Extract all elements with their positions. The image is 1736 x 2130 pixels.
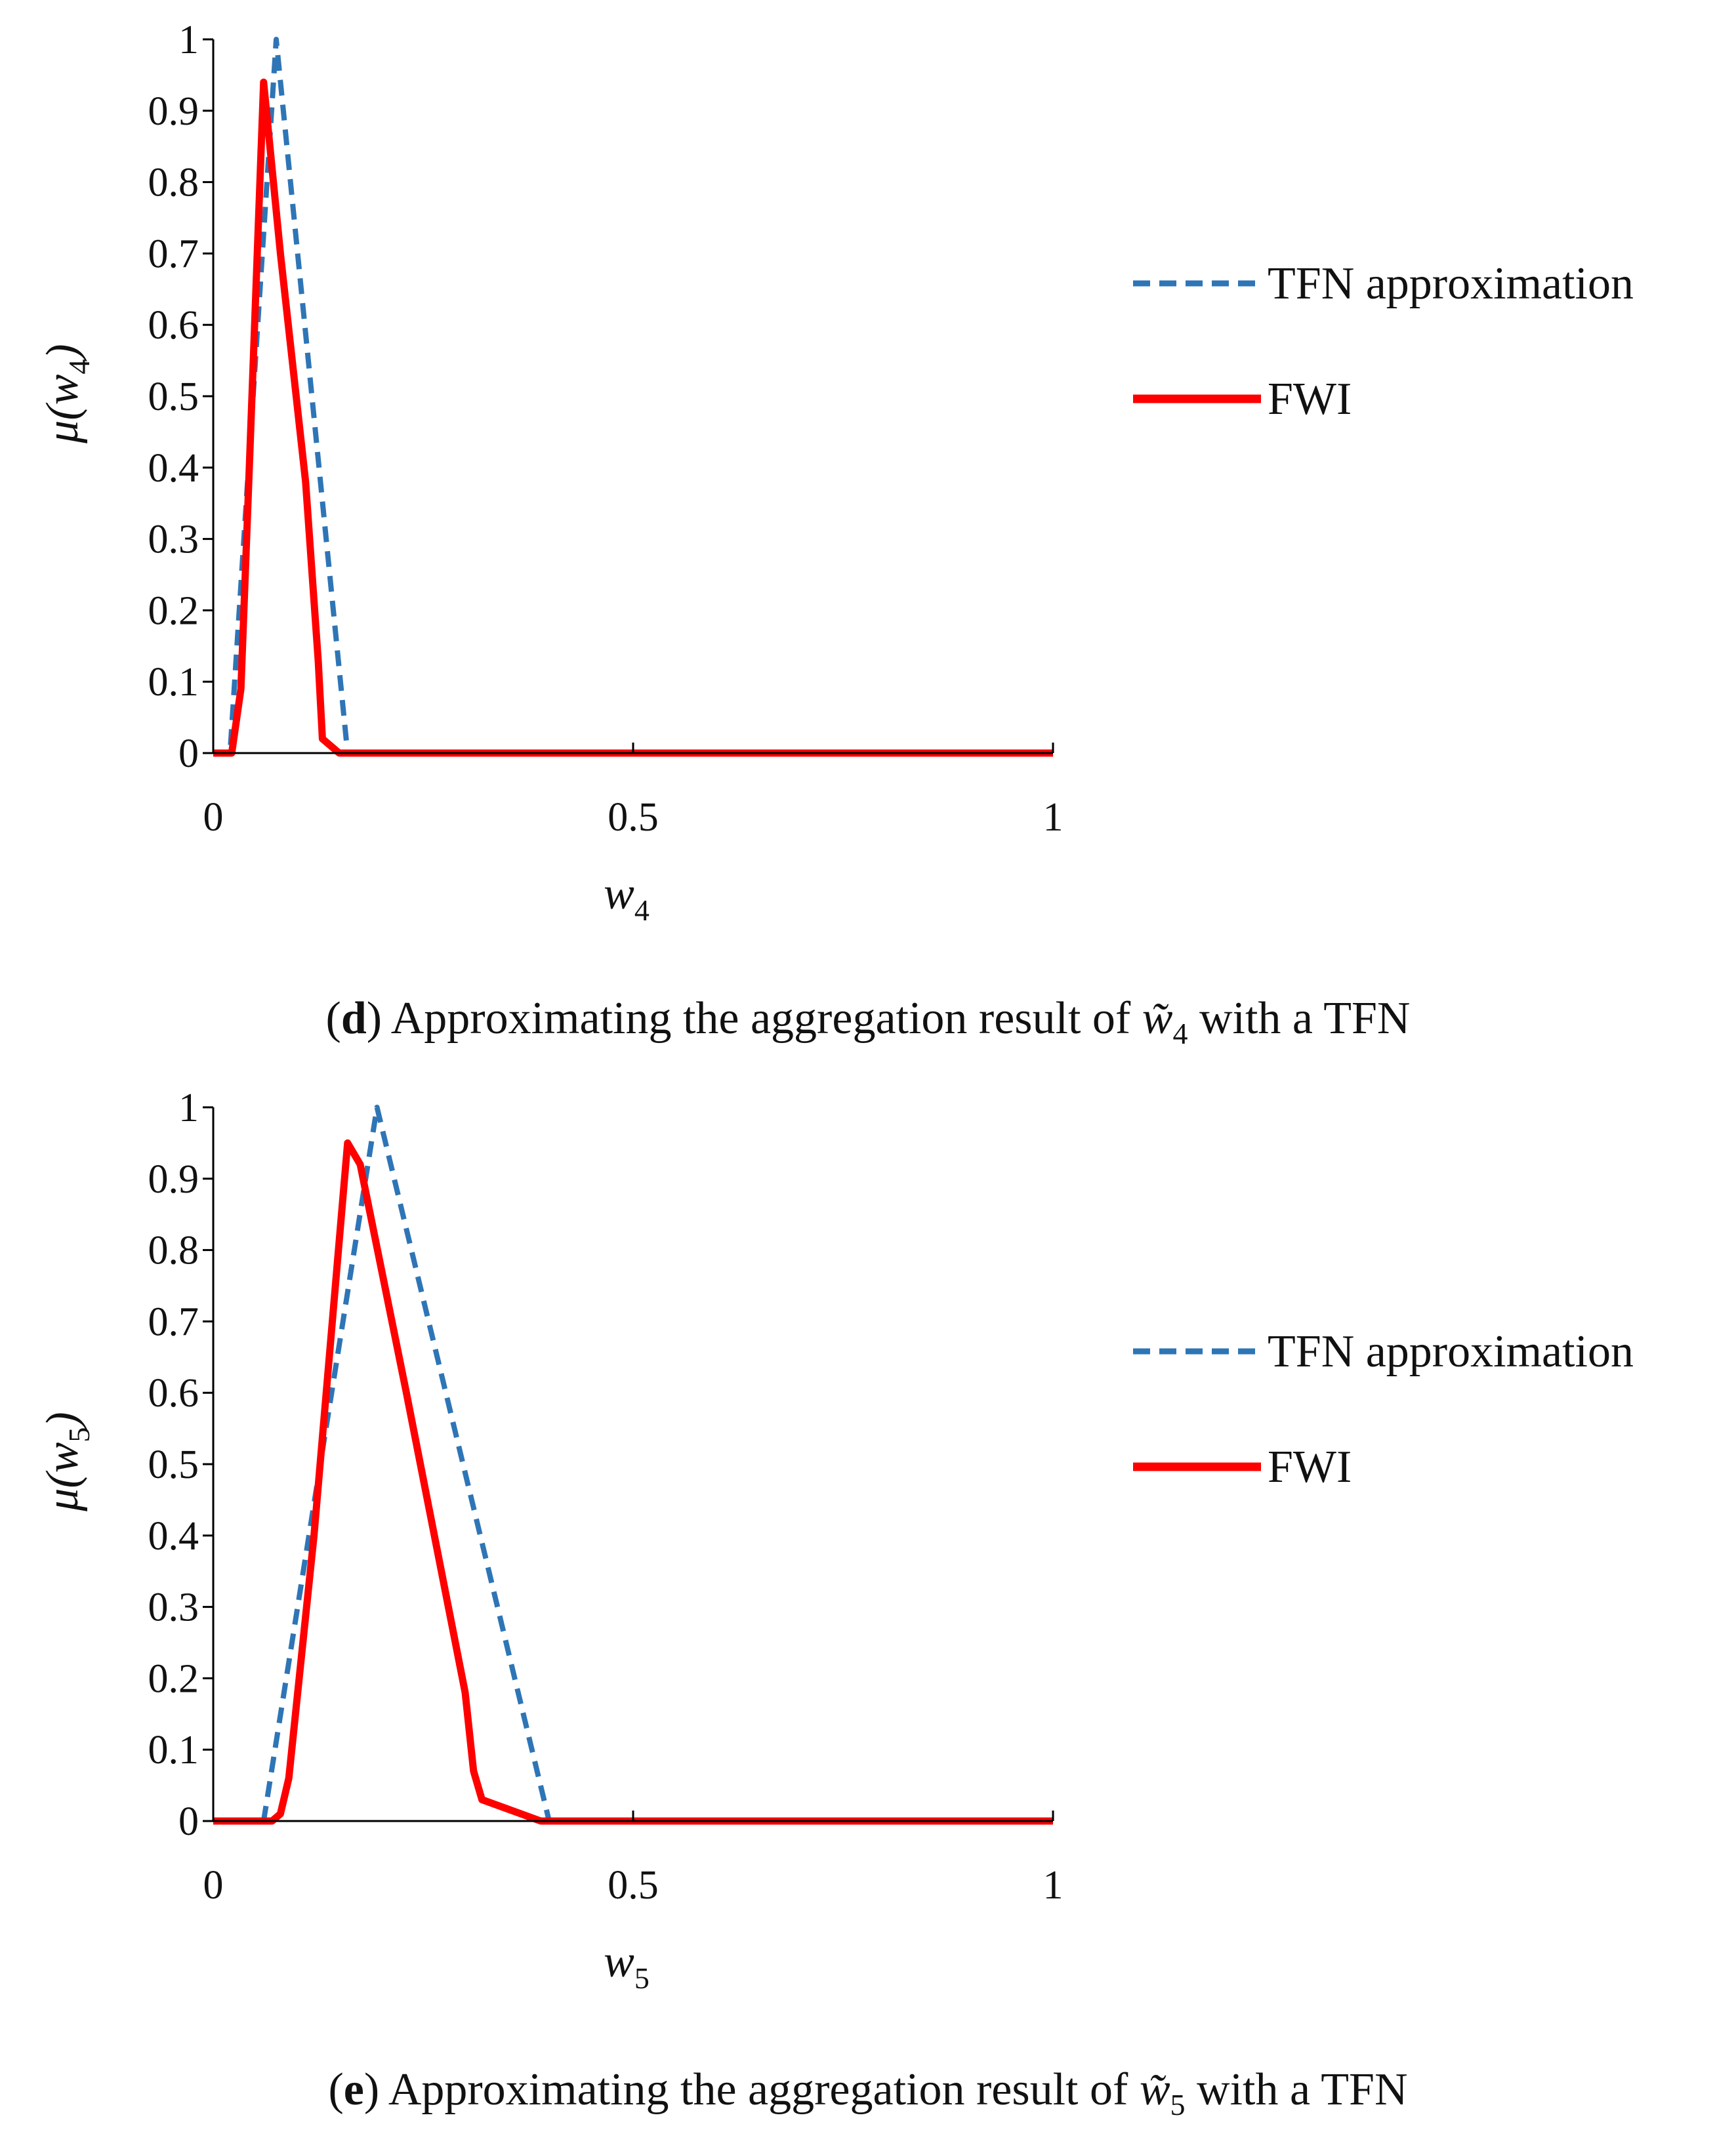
chart-panel-d: 00.10.20.30.40.50.60.70.80.91 0 0.5 1 w4 μ…: [37, 18, 1634, 1050]
legend-e: TFN approximation FWI: [1133, 1326, 1634, 1492]
x-ticks-e: 0 0.5 1: [203, 1811, 1064, 1908]
chart-panel-e: 00.10.20.30.40.50.60.70.80.91 0 0.5 1 w5 μ…: [37, 1086, 1634, 2121]
y-tick-label: 0.8: [148, 1229, 199, 1273]
y-tick-label: 0.2: [148, 1656, 199, 1701]
x-axis-label-e: w5: [604, 1936, 650, 1995]
series-line-tfn-approximation-d: [213, 37, 1053, 756]
plot-area-e: [213, 1105, 1053, 1825]
y-tick-label: 0.5: [148, 375, 199, 419]
y-tick-label: 0.9: [148, 89, 199, 134]
x-ticks-d: 0 0.5 1: [203, 743, 1064, 840]
legend-d: TFN approximation FWI: [1133, 258, 1634, 424]
y-tick-label: 0.4: [148, 446, 199, 491]
y-tick-label: 1: [178, 18, 199, 62]
y-ticks-e: 0 0.1 0.2 0.3 0.4 0.5 0.6 0.7 0.8 0.9 1: [148, 1086, 213, 1844]
y-tick-label: 0.5: [148, 1443, 199, 1487]
legend-label-tfn-d: TFN approximation: [1268, 258, 1634, 309]
legend-label-fwi-d: FWI: [1268, 374, 1352, 424]
y-tick-label: 0.1: [148, 1728, 199, 1772]
plot-area-d: [213, 37, 1053, 757]
y-tick-label: 0.3: [148, 518, 199, 562]
caption-e: (e) Approximating the aggregation result…: [328, 2064, 1407, 2121]
x-axis-label-d: w4: [604, 869, 650, 927]
y-tick-label: 0.7: [148, 232, 199, 276]
legend-label-tfn-e: TFN approximation: [1268, 1326, 1634, 1377]
y-tick-label: 0.6: [148, 303, 199, 348]
y-tick-label: 0: [178, 1799, 199, 1844]
y-tick-label: 0.7: [148, 1300, 199, 1344]
axes-d: [212, 39, 1053, 754]
y-axis-label-e: μ(w5): [37, 1412, 96, 1511]
x-tick-label: 1: [1043, 1863, 1064, 1908]
series-line-fwi-d: [213, 78, 1053, 757]
y-tick-label: 0.9: [148, 1157, 199, 1202]
y-tick-label: 0.4: [148, 1514, 199, 1559]
y-ticks-d: 0 0.1 0.2 0.3 0.4 0.5 0.6 0.7 0.8 0.9 1: [148, 18, 213, 776]
y-tick-label: 0.8: [148, 161, 199, 205]
x-tick-label: 0: [203, 795, 224, 840]
y-tick-label: 0.2: [148, 588, 199, 633]
x-tick-label: 0: [203, 1863, 224, 1908]
series-line-fwi-e: [213, 1139, 1053, 1825]
y-tick-label: 0.6: [148, 1371, 199, 1416]
y-axis-label-d: μ(w4): [37, 344, 96, 443]
legend-label-fwi-e: FWI: [1268, 1442, 1352, 1492]
x-tick-label: 0.5: [608, 1863, 659, 1908]
caption-d: (d) Approximating the aggregation result…: [326, 993, 1411, 1050]
y-tick-label: 0.3: [148, 1586, 199, 1630]
x-tick-label: 0.5: [608, 795, 659, 840]
y-tick-label: 1: [178, 1086, 199, 1130]
x-tick-label: 1: [1043, 795, 1064, 840]
y-tick-label: 0.1: [148, 660, 199, 705]
y-tick-label: 0: [178, 731, 199, 776]
